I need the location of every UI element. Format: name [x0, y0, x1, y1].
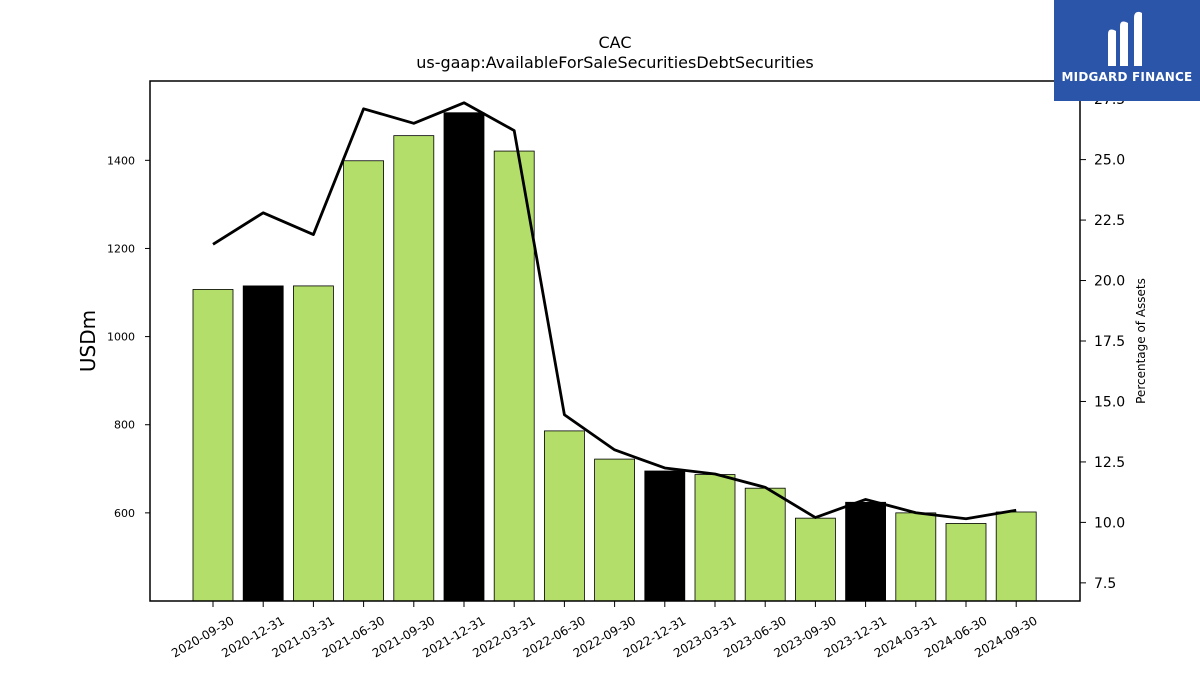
midgard-finance-logo: MIDGARD FINANCE	[1054, 0, 1200, 101]
logo-text: MIDGARD FINANCE	[1061, 70, 1193, 84]
bar	[393, 135, 435, 602]
bar	[895, 512, 937, 602]
y-tick-label: 600	[114, 507, 135, 520]
bar	[845, 501, 886, 602]
percentage-line	[212, 101, 1017, 521]
y2-tick-label: 20.0	[1094, 274, 1125, 290]
bar	[694, 474, 736, 602]
y2-tick-label: 22.5	[1094, 213, 1125, 229]
bar	[544, 430, 585, 602]
bar	[644, 470, 686, 602]
bar	[343, 160, 385, 602]
y-tick-label: 1000	[107, 331, 135, 344]
bar	[995, 511, 1037, 602]
bar	[242, 285, 284, 602]
bar	[493, 150, 535, 602]
bar	[744, 487, 786, 602]
y2-tick-label: 17.5	[1094, 334, 1125, 350]
chart-title: CAC	[598, 33, 631, 52]
y-axis-label: USDm	[76, 310, 100, 372]
bar	[795, 517, 836, 602]
y2-tick-label: 15.0	[1094, 394, 1125, 410]
bar	[945, 523, 987, 602]
y2-axis-label: Percentage of Assets	[1134, 278, 1148, 404]
bar	[292, 285, 334, 602]
bar	[192, 289, 234, 602]
y-tick-label: 1200	[107, 242, 135, 255]
bar	[594, 458, 635, 602]
y-tick-label: 1400	[107, 154, 135, 167]
chart-subtitle: us-gaap:AvailableForSaleSecuritiesDebtSe…	[416, 53, 814, 72]
y2-tick-label: 7.5	[1094, 576, 1116, 592]
y-tick-label: 800	[114, 419, 135, 432]
midgard-logo-icon	[1108, 11, 1142, 66]
y2-tick-label: 25.0	[1094, 153, 1125, 169]
y2-tick-label: 12.5	[1094, 455, 1125, 471]
y2-tick-label: 10.0	[1094, 515, 1125, 531]
bar	[443, 112, 485, 602]
